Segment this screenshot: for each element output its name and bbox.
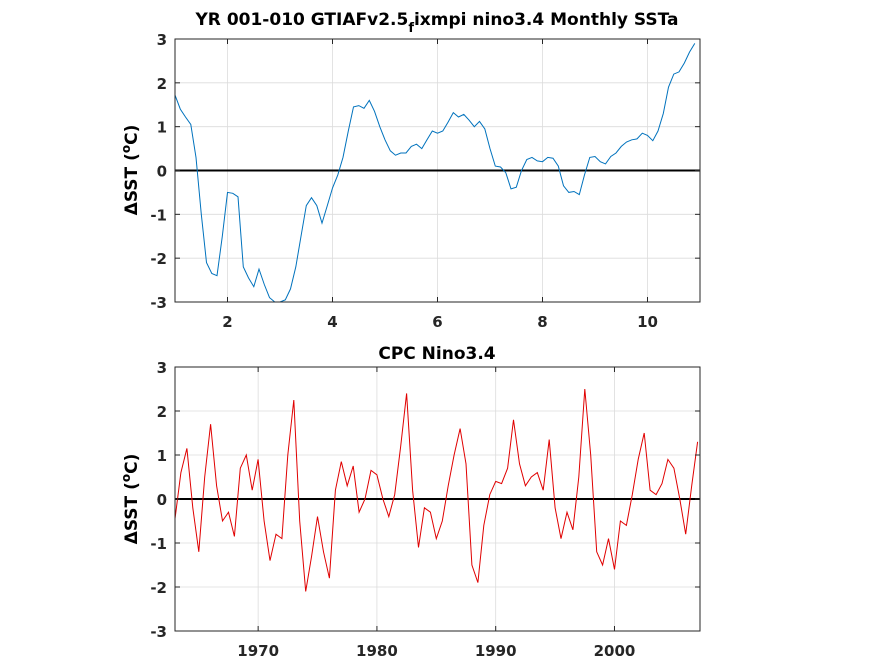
- top-chart-title: YR 001-010 GTIAFv2.5fixmpi nino3.4 Month…: [195, 10, 679, 36]
- y-tick-label: 0: [157, 491, 167, 509]
- y-tick-label: 0: [157, 163, 167, 181]
- y-tick-label: -3: [150, 294, 167, 312]
- x-tick-label: 8: [537, 313, 547, 331]
- y-tick-label: -2: [150, 250, 167, 268]
- bottom-chart-title: CPC Nino3.4: [378, 344, 495, 364]
- y-tick-label: 2: [157, 75, 167, 93]
- y-tick-label: -1: [150, 206, 167, 224]
- x-tick-label: 4: [327, 313, 337, 331]
- top-panel: -3 -2 -1 0 1 2 3 2 4 6 8 10 YR 001-010 GTIAFv2.5fi…: [119, 10, 701, 331]
- x-tick-label: 1990: [475, 642, 517, 656]
- top-x-ticks: 2 4 6 8 10: [222, 39, 658, 331]
- bottom-y-ticks: -3 -2 -1 0 1 2 3: [150, 359, 700, 641]
- y-tick-label: 1: [157, 119, 167, 137]
- y-tick-label: 3: [157, 359, 167, 377]
- bottom-series-line: [174, 388, 699, 592]
- bottom-y-axis-label: ΔSST (oC): [119, 454, 142, 545]
- y-tick-label: 3: [157, 31, 167, 49]
- x-tick-label: 2000: [594, 642, 636, 656]
- y-tick-label: -1: [150, 535, 167, 553]
- bottom-x-ticks: 1970 1980 1990 2000: [237, 367, 635, 656]
- y-tick-label: -3: [150, 623, 167, 641]
- x-tick-label: 2: [222, 313, 232, 331]
- x-tick-label: 1980: [356, 642, 398, 656]
- top-series-line: [174, 43, 696, 303]
- x-tick-label: 1970: [237, 642, 279, 656]
- x-tick-label: 6: [432, 313, 442, 331]
- y-tick-label: -2: [150, 579, 167, 597]
- y-tick-label: 2: [157, 403, 167, 421]
- top-y-ticks: -3 -2 -1 0 1 2 3: [150, 31, 700, 312]
- top-y-axis-label: ΔSST (oC): [119, 125, 142, 216]
- y-tick-label: 1: [157, 447, 167, 465]
- x-tick-label: 10: [637, 313, 658, 331]
